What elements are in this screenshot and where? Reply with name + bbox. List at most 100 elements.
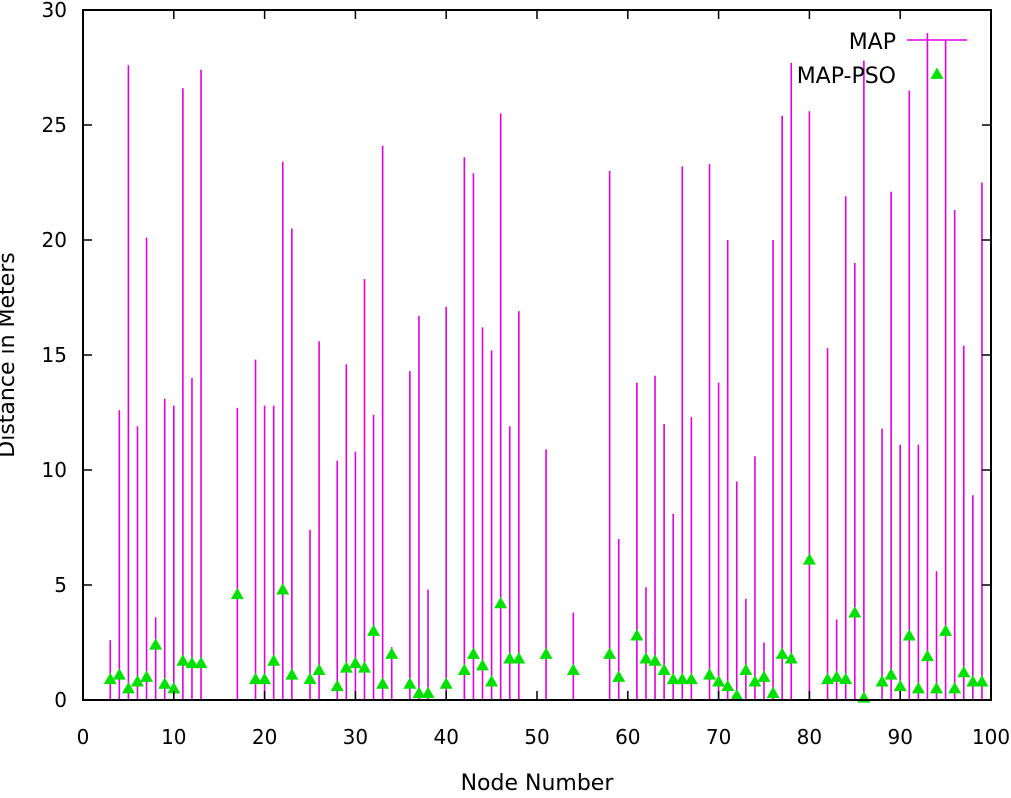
map-pso-point [839,672,853,685]
map-pso-point [376,677,390,689]
map-pso-point [757,670,771,682]
x-tick-label: 30 [343,725,368,749]
map-pso-point [830,670,844,682]
map-pso-point [975,675,989,687]
map-pso-point [149,638,163,650]
map-pso-point [875,675,889,687]
map-pso-point [775,647,789,659]
map-pso-point [457,663,471,675]
y-axis-label: Distance in Meters [0,252,20,457]
map-pso-point [503,652,517,664]
map-pso-point [466,647,480,659]
map-pso-point [303,672,317,685]
y-tick-label: 25 [42,113,67,137]
map-pso-point [712,675,726,687]
y-axis-ticks: 0 5 10 15 20 25 30 [42,0,991,712]
map-pso-point [930,682,944,694]
map-pso-point [112,668,126,680]
map-pso-point [412,686,426,698]
map-pso-point [267,654,281,666]
map-pso-point [158,677,172,689]
map-pso-point [957,665,971,678]
map-pso-point [258,672,272,685]
map-pso-point [312,663,326,675]
map-pso-point [276,583,290,595]
map-pso-point [603,647,617,659]
map-impulses [109,33,983,700]
x-tick-label: 20 [252,725,277,749]
map-pso-point [512,652,526,664]
x-tick-label: 70 [706,725,731,749]
x-tick-label: 40 [433,725,458,749]
legend-map-label: MAP [849,30,896,55]
y-tick-label: 20 [42,228,67,252]
map-pso-point [675,672,689,685]
map-pso-point [648,654,662,666]
map-pso-point [784,652,798,664]
map-pso-point [140,670,154,682]
x-tick-label: 10 [161,725,186,749]
map-pso-point [630,629,644,641]
x-tick-label: 50 [524,725,549,749]
legend: MAP MAP-PSO [797,30,967,89]
map-pso-point [185,656,199,669]
x-tick-label: 80 [797,725,822,749]
x-tick-label: 90 [887,725,912,749]
map-pso-point [285,668,299,680]
x-axis-ticks: 0 10 20 30 40 50 60 70 80 90 100 [77,10,1010,749]
map-pso-point [230,587,244,600]
map-pso-point [339,661,353,673]
y-tick-label: 15 [42,343,67,367]
map-pso-point [657,663,671,675]
map-pso-point [612,670,626,682]
map-pso-point [884,668,898,680]
map-pso-point [730,688,744,701]
y-tick-label: 30 [42,0,67,22]
map-pso-point [103,672,117,685]
map-pso-point [848,606,862,618]
map-pso-point [902,629,916,641]
map-pso-point [130,675,144,687]
map-pso-point [939,624,953,636]
map-pso-point [176,654,190,666]
map-pso-point [476,659,490,671]
map-pso-point [703,668,717,680]
map-pso-point [684,672,698,685]
map-pso-point [385,647,399,659]
y-tick-label: 10 [42,458,67,482]
x-axis-label: Node Number [461,771,615,796]
map-pso-point [194,656,208,669]
y-tick-label: 0 [54,688,67,712]
map-pso-point [802,553,816,565]
map-pso-points [103,553,989,703]
map-pso-point [920,649,934,662]
map-pso-point [330,679,344,692]
map-pso-point [666,672,680,685]
map-pso-point [721,679,735,692]
map-pso-point [485,675,499,687]
map-pso-point [748,675,762,687]
y-tick-label: 5 [54,573,67,597]
map-pso-point [739,663,753,675]
legend-map-pso-marker [930,67,944,79]
map-pso-point [403,677,417,689]
map-pso-point [357,661,371,673]
x-tick-label: 100 [972,725,1010,749]
map-pso-point [566,663,580,675]
map-pso-point [167,682,181,694]
map-pso-point [121,682,135,694]
map-pso-point [966,675,980,687]
map-pso-point [911,682,925,694]
map-pso-point [348,656,362,669]
map-pso-point [494,596,508,609]
map-pso-point [249,672,263,685]
map-pso-point [948,682,962,694]
map-pso-point [421,686,435,698]
map-pso-point [639,652,653,664]
map-pso-point [439,677,453,689]
map-pso-point [766,686,780,698]
map-pso-point [539,647,553,659]
x-tick-label: 0 [77,725,90,749]
map-pso-point [367,624,381,636]
